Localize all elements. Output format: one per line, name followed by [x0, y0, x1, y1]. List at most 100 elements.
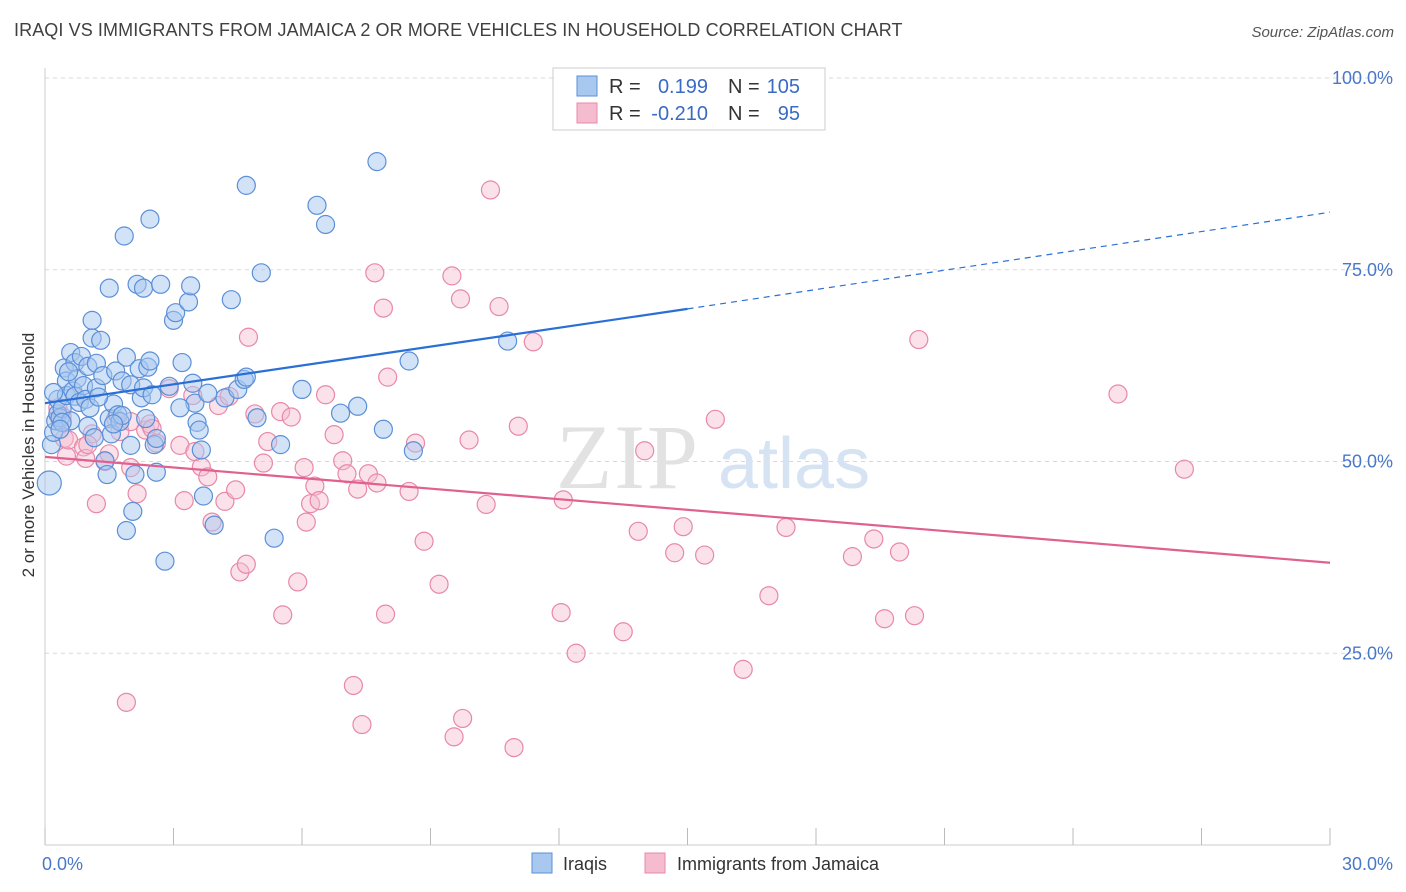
- legend-swatch-jamaica: [576, 102, 598, 124]
- watermark-zip: ZIP: [556, 406, 700, 508]
- legend-frame: [552, 67, 826, 131]
- data-point-iraqis: [103, 414, 124, 434]
- data-point-iraqis: [136, 408, 156, 429]
- data-point-iraqis: [204, 515, 224, 535]
- data-point-iraqis: [50, 419, 70, 439]
- y-tick-label: 50.0%: [1342, 452, 1393, 472]
- series-legend-swatch-jamaica: [644, 852, 666, 874]
- data-point-jamaica: [665, 543, 685, 563]
- data-point-jamaica: [776, 517, 796, 538]
- data-point-jamaica: [116, 692, 136, 712]
- data-point-iraqis: [399, 351, 419, 371]
- correlation-legend: R = 0.199 N = 105 R = -0.210 N = 95: [552, 67, 826, 131]
- trend-line-iraqis-extension: [687, 211, 1331, 310]
- data-point-iraqis: [348, 396, 368, 416]
- y-axis-title: 2 or more Vehicles in Household: [19, 333, 38, 578]
- data-point-jamaica: [733, 659, 753, 679]
- data-point-iraqis: [84, 428, 104, 448]
- x-tick-label: 0.0%: [42, 854, 83, 874]
- data-point-jamaica: [365, 263, 385, 283]
- series-jamaica-points: [48, 180, 1194, 758]
- data-point-jamaica: [909, 329, 929, 350]
- data-point-jamaica: [315, 385, 336, 405]
- data-point-iraqis: [146, 428, 166, 449]
- data-point-iraqis: [133, 278, 154, 298]
- data-point-iraqis: [403, 441, 423, 461]
- data-point-iraqis: [247, 408, 267, 428]
- data-point-jamaica: [523, 332, 543, 352]
- data-point-iraqis: [181, 276, 201, 296]
- data-point-jamaica: [378, 367, 398, 387]
- data-point-jamaica: [324, 425, 344, 445]
- data-point-iraqis: [58, 362, 79, 382]
- y-tick-label: 25.0%: [1342, 643, 1393, 663]
- legend-n-label-2: N =: [728, 103, 760, 125]
- watermark: ZIP atlas: [556, 406, 870, 508]
- data-point-jamaica: [705, 409, 725, 429]
- data-point-jamaica: [174, 491, 194, 511]
- data-point-jamaica: [414, 531, 434, 551]
- data-point-iraqis: [367, 152, 387, 172]
- data-point-jamaica: [508, 416, 528, 436]
- data-point-iraqis: [36, 470, 62, 496]
- data-point-jamaica: [480, 180, 501, 200]
- data-point-jamaica: [1108, 384, 1128, 404]
- data-point-iraqis: [121, 435, 141, 455]
- data-point-jamaica: [551, 602, 571, 623]
- data-point-jamaica: [635, 441, 655, 461]
- data-point-iraqis: [116, 347, 136, 367]
- data-point-iraqis: [170, 398, 190, 418]
- trend-line-iraqis: [44, 307, 688, 405]
- data-point-jamaica: [759, 586, 779, 606]
- data-point-iraqis: [114, 226, 134, 246]
- data-point-iraqis: [292, 379, 312, 400]
- data-point-jamaica: [127, 484, 147, 504]
- data-point-jamaica: [294, 458, 314, 478]
- data-point-iraqis: [264, 528, 284, 548]
- data-point-iraqis: [270, 435, 291, 455]
- data-point-jamaica: [375, 604, 396, 624]
- data-point-jamaica: [695, 545, 715, 565]
- data-point-jamaica: [864, 529, 884, 549]
- data-point-iraqis: [189, 420, 209, 440]
- data-point-jamaica: [842, 547, 863, 567]
- data-point-jamaica: [459, 430, 479, 450]
- data-point-iraqis: [43, 382, 64, 403]
- data-point-iraqis: [140, 351, 160, 371]
- data-point-iraqis: [166, 303, 186, 323]
- data-point-iraqis: [116, 520, 136, 541]
- data-point-jamaica: [444, 727, 464, 747]
- data-point-iraqis: [315, 214, 336, 235]
- data-point-iraqis: [125, 464, 145, 485]
- data-point-jamaica: [399, 481, 419, 502]
- data-point-jamaica: [343, 675, 363, 696]
- legend-n-value-1: 105: [767, 76, 800, 98]
- data-point-jamaica: [288, 572, 308, 592]
- data-point-iraqis: [99, 278, 119, 298]
- data-point-iraqis: [251, 263, 271, 283]
- data-point-iraqis: [140, 209, 160, 229]
- data-point-iraqis: [236, 367, 256, 387]
- data-point-iraqis: [198, 383, 218, 403]
- data-point-iraqis: [373, 419, 393, 439]
- data-point-jamaica: [305, 476, 325, 496]
- data-point-jamaica: [56, 446, 77, 466]
- data-point-jamaica: [236, 554, 256, 574]
- series-legend: Iraqis Immigrants from Jamaica: [531, 852, 880, 874]
- data-point-iraqis: [97, 464, 117, 485]
- trend-line-jamaica: [44, 455, 1331, 564]
- data-point-jamaica: [453, 708, 473, 729]
- data-point-iraqis: [151, 274, 171, 294]
- data-point-jamaica: [628, 521, 648, 541]
- data-point-iraqis: [191, 440, 211, 460]
- data-point-jamaica: [566, 643, 586, 663]
- y-tick-label: 100.0%: [1332, 68, 1393, 88]
- source-label: Source: ZipAtlas.com: [1251, 24, 1394, 41]
- data-point-jamaica: [673, 517, 693, 537]
- legend-n-value-2: 95: [778, 103, 800, 125]
- data-point-jamaica: [238, 327, 259, 347]
- legend-r-label-1: R =: [609, 76, 641, 98]
- data-point-iraqis: [82, 310, 102, 330]
- tick-labels: 100.0% 75.0% 50.0% 25.0% 0.0% 30.0%: [42, 68, 1393, 874]
